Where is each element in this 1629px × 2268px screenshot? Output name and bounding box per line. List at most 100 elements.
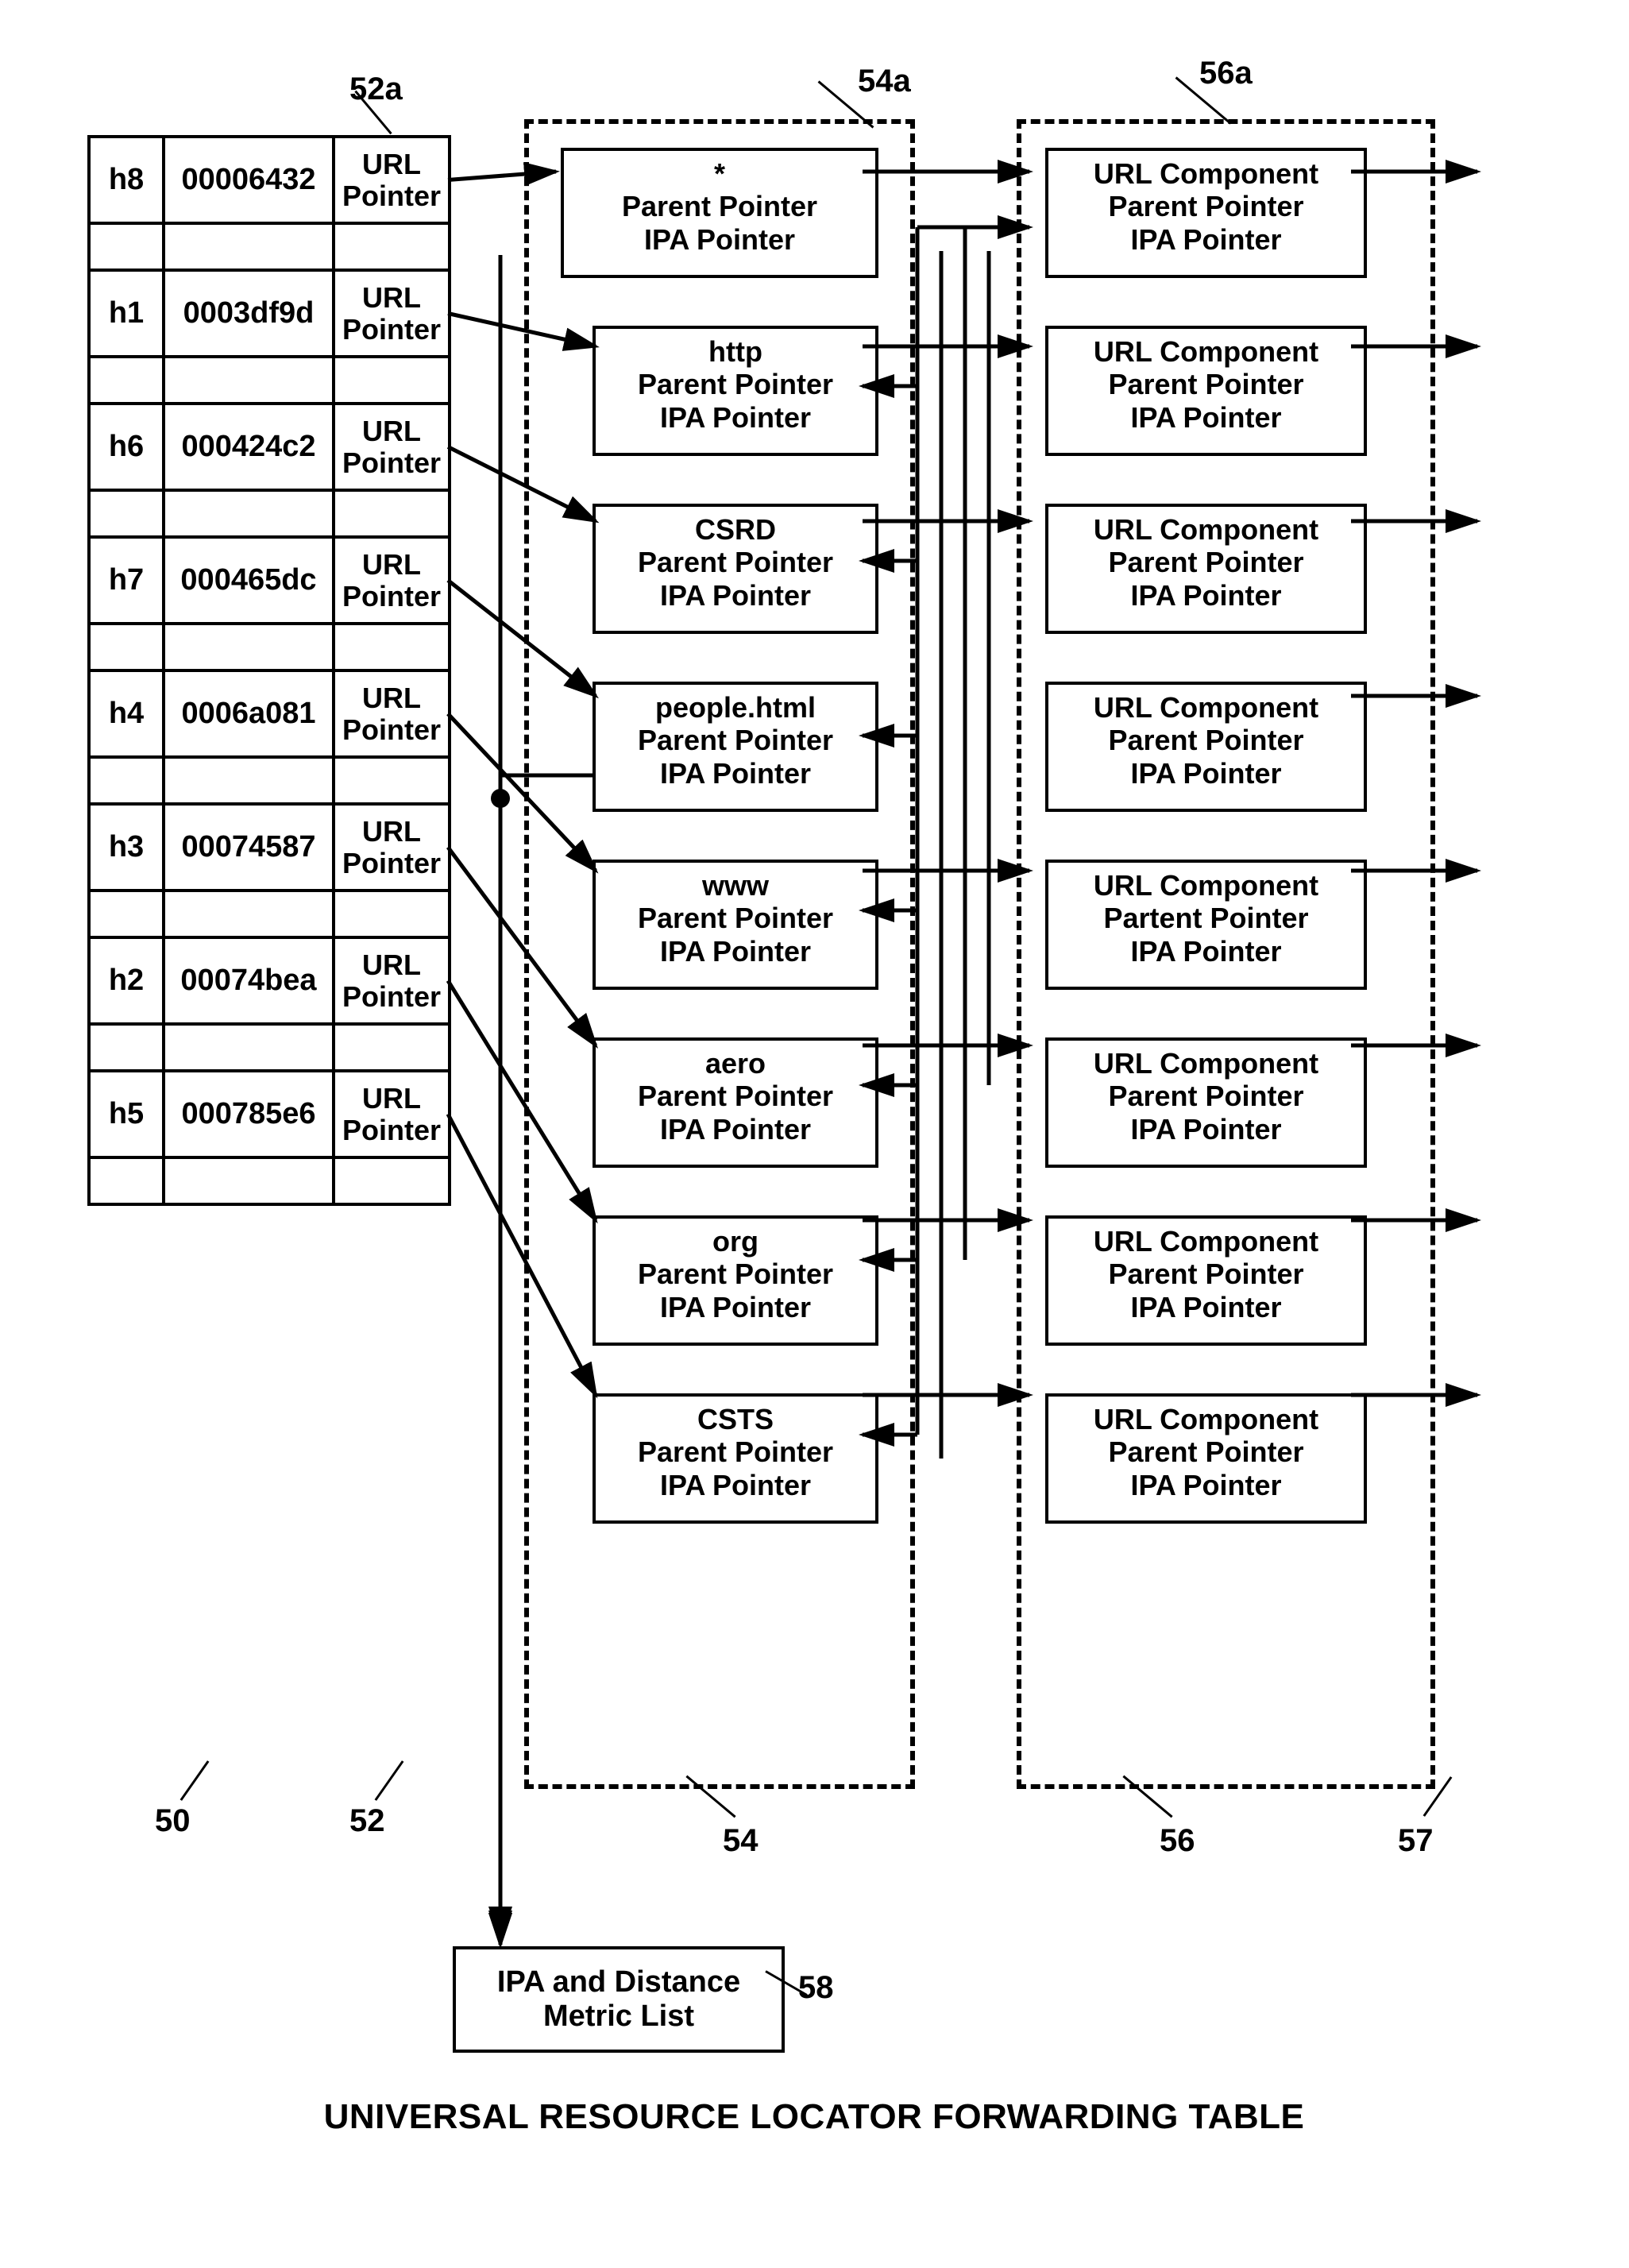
component-box-54: * Parent Pointer IPA Pointer <box>561 148 878 278</box>
comp-ipa-ptr: IPA Pointer <box>1053 935 1359 968</box>
comp-parent-ptr: Parent Pointer <box>600 902 870 934</box>
hash-spacer <box>91 225 448 272</box>
hash-spacer <box>91 759 448 806</box>
comp-title: CSTS <box>600 1403 870 1435</box>
component-box-56: URL Component Parent Pointer IPA Pointer <box>1045 1037 1367 1168</box>
comp-parent-ptr: Parent Pointer <box>569 190 870 222</box>
hash-row: h1 0003df9d URLPointer <box>91 272 448 358</box>
ref-52a: 52a <box>349 71 403 107</box>
url-forwarding-diagram: 52a 54a 56a h8 00006432 URLPointer h1 00… <box>32 32 1596 2232</box>
url-pointer-cell: URLPointer <box>335 539 448 622</box>
hash-key: h8 <box>91 138 165 222</box>
component-box-56: URL Component Parent Pointer IPA Pointer <box>1045 148 1367 278</box>
comp-title: org <box>600 1225 870 1258</box>
component-box-54: CSRD Parent Pointer IPA Pointer <box>593 504 878 634</box>
url-pointer-cell: URLPointer <box>335 672 448 755</box>
component-box-54: aero Parent Pointer IPA Pointer <box>593 1037 878 1168</box>
comp-url-component: URL Component <box>1053 513 1359 546</box>
comp-parent-ptr: Parent Pointer <box>1053 1435 1359 1468</box>
hash-row: h3 00074587 URLPointer <box>91 806 448 892</box>
comp-ipa-ptr: IPA Pointer <box>1053 757 1359 790</box>
ipa-distance-text: IPA and Distance Metric List <box>497 1965 740 2033</box>
ref-56: 56 <box>1160 1823 1195 1859</box>
hash-spacer <box>91 1159 448 1206</box>
url-pointer-cell: URLPointer <box>335 1072 448 1156</box>
comp-ipa-ptr: IPA Pointer <box>569 223 870 256</box>
component-box-54: CSTS Parent Pointer IPA Pointer <box>593 1393 878 1524</box>
hash-key: h4 <box>91 672 165 755</box>
component-column-54: * Parent Pointer IPA Pointerhttp Parent … <box>524 119 915 1789</box>
comp-ipa-ptr: IPA Pointer <box>1053 1291 1359 1323</box>
comp-parent-ptr: Parent Pointer <box>1053 724 1359 756</box>
comp-parent-ptr: Parent Pointer <box>600 1258 870 1290</box>
comp-title: people.html <box>600 691 870 724</box>
comp-ipa-ptr: IPA Pointer <box>600 1113 870 1146</box>
comp-url-component: URL Component <box>1053 157 1359 190</box>
lead-50 <box>180 1760 210 1801</box>
comp-url-component: URL Component <box>1053 869 1359 902</box>
component-column-56: URL Component Parent Pointer IPA Pointer… <box>1017 119 1435 1789</box>
comp-parent-ptr: Parent Pointer <box>600 546 870 578</box>
hash-row: h8 00006432 URLPointer <box>91 138 448 225</box>
comp-ipa-ptr: IPA Pointer <box>600 757 870 790</box>
comp-title: aero <box>600 1047 870 1080</box>
comp-ipa-ptr: IPA Pointer <box>1053 1469 1359 1501</box>
component-box-54: org Parent Pointer IPA Pointer <box>593 1215 878 1346</box>
diagram-title: UNIVERSAL RESOURCE LOCATOR FORWARDING TA… <box>32 2097 1596 2137</box>
ref-54a: 54a <box>858 64 911 99</box>
ref-54: 54 <box>723 1823 759 1859</box>
comp-title: * <box>569 157 870 190</box>
ref-57: 57 <box>1398 1823 1434 1859</box>
hash-key: h7 <box>91 539 165 622</box>
hash-value: 000424c2 <box>165 405 335 489</box>
comp-title: www <box>600 869 870 902</box>
hash-key: h1 <box>91 272 165 355</box>
url-pointer-cell: URLPointer <box>335 806 448 889</box>
comp-ipa-ptr: IPA Pointer <box>600 401 870 434</box>
component-box-54: people.html Parent Pointer IPA Pointer <box>593 682 878 812</box>
component-box-56: URL Component Parent Pointer IPA Pointer <box>1045 326 1367 456</box>
comp-parent-ptr: Parent Pointer <box>1053 368 1359 400</box>
hash-row: h7 000465dc URLPointer <box>91 539 448 625</box>
hash-value: 00074bea <box>165 939 335 1022</box>
component-box-56: URL Component Parent Pointer IPA Pointer <box>1045 504 1367 634</box>
comp-url-component: URL Component <box>1053 1225 1359 1258</box>
lead-52 <box>375 1760 404 1801</box>
hash-table: h8 00006432 URLPointer h1 0003df9d URLPo… <box>87 135 451 1206</box>
hash-value: 000465dc <box>165 539 335 622</box>
comp-parent-ptr: Parent Pointer <box>1053 1080 1359 1112</box>
component-box-56: URL Component Parent Pointer IPA Pointer <box>1045 1215 1367 1346</box>
url-pointer-cell: URLPointer <box>335 405 448 489</box>
hash-key: h3 <box>91 806 165 889</box>
hash-row: h6 000424c2 URLPointer <box>91 405 448 492</box>
ref-58: 58 <box>798 1970 834 2006</box>
comp-ipa-ptr: IPA Pointer <box>600 1469 870 1501</box>
url-pointer-cell: URLPointer <box>335 939 448 1022</box>
hash-row: h5 000785e6 URLPointer <box>91 1072 448 1159</box>
comp-parent-ptr: Partent Pointer <box>1053 902 1359 934</box>
component-box-54: www Parent Pointer IPA Pointer <box>593 860 878 990</box>
ref-52: 52 <box>349 1803 385 1839</box>
comp-ipa-ptr: IPA Pointer <box>600 579 870 612</box>
comp-ipa-ptr: IPA Pointer <box>600 935 870 968</box>
component-box-56: URL Component Parent Pointer IPA Pointer <box>1045 682 1367 812</box>
hash-value: 0003df9d <box>165 272 335 355</box>
url-pointer-cell: URLPointer <box>335 138 448 222</box>
hash-key: h2 <box>91 939 165 1022</box>
comp-parent-ptr: Parent Pointer <box>1053 1258 1359 1290</box>
comp-title: CSRD <box>600 513 870 546</box>
hash-spacer <box>91 492 448 539</box>
comp-parent-ptr: Parent Pointer <box>1053 546 1359 578</box>
hash-spacer <box>91 358 448 405</box>
component-box-56: URL Component Partent Pointer IPA Pointe… <box>1045 860 1367 990</box>
ref-56a: 56a <box>1199 56 1253 91</box>
comp-ipa-ptr: IPA Pointer <box>1053 223 1359 256</box>
comp-ipa-ptr: IPA Pointer <box>1053 401 1359 434</box>
comp-url-component: URL Component <box>1053 335 1359 368</box>
hash-spacer <box>91 1026 448 1072</box>
hash-value: 00074587 <box>165 806 335 889</box>
hash-spacer <box>91 625 448 672</box>
comp-parent-ptr: Parent Pointer <box>600 1435 870 1468</box>
comp-parent-ptr: Parent Pointer <box>1053 190 1359 222</box>
comp-parent-ptr: Parent Pointer <box>600 724 870 756</box>
